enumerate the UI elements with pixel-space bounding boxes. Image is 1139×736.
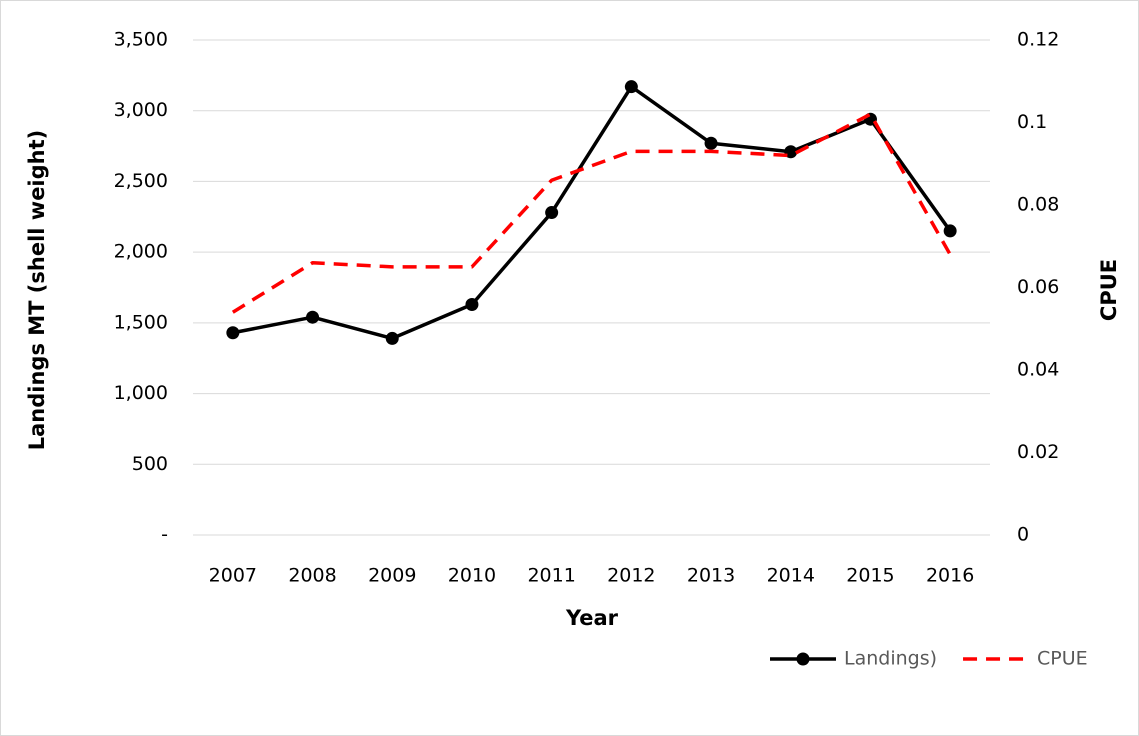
point (306, 310, 320, 324)
x-tick-label: 2008 (288, 565, 336, 587)
y-tick-label: - (161, 524, 168, 546)
point (226, 326, 240, 340)
x-tick-label: 2015 (846, 565, 894, 587)
legend-label: CPUE (1037, 648, 1088, 670)
y2-tick-label: 0.08 (1017, 194, 1059, 216)
y2-tick-label: 0.1 (1017, 111, 1047, 133)
y2-tick-label: 0.12 (1017, 29, 1059, 51)
y2-tick-label: 0 (1017, 524, 1029, 546)
x-tick-label: 2010 (448, 565, 496, 587)
point (545, 206, 559, 220)
legend-label: Landings) (844, 648, 937, 670)
y-tick-label: 500 (132, 453, 168, 475)
y-tick-label: 3,500 (114, 29, 168, 51)
point (465, 297, 479, 311)
y-tick-label: 2,500 (114, 170, 168, 192)
point (943, 224, 957, 238)
x-tick-label: 2012 (607, 565, 655, 587)
point (385, 331, 399, 345)
x-tick-label: 2014 (767, 565, 815, 587)
x-axis-title: Year (565, 606, 619, 630)
x-tick-label: 2016 (926, 565, 974, 587)
line-series (232, 84, 952, 341)
x-tick-label: 2007 (209, 565, 257, 587)
y-tick-label: 3,000 (114, 99, 168, 121)
y2-axis-title: CPUE (1097, 259, 1121, 321)
y2-tick-label: 0.06 (1017, 276, 1059, 298)
y-tick-label: 2,000 (114, 241, 168, 263)
y-axis-title: Landings MT (shell weight) (25, 130, 49, 451)
x-tick-label: 2013 (687, 565, 735, 587)
y2-tick-label: 0.02 (1017, 441, 1059, 463)
point (704, 136, 718, 150)
x-tick-label: 2011 (527, 565, 575, 587)
y-tick-label: 1,500 (114, 311, 168, 333)
y-tick-label: 1,000 (114, 382, 168, 404)
point (784, 145, 798, 159)
x-tick-label: 2009 (368, 565, 416, 587)
point (624, 80, 638, 94)
y2-tick-label: 0.04 (1017, 359, 1059, 381)
legend-marker (796, 652, 810, 666)
